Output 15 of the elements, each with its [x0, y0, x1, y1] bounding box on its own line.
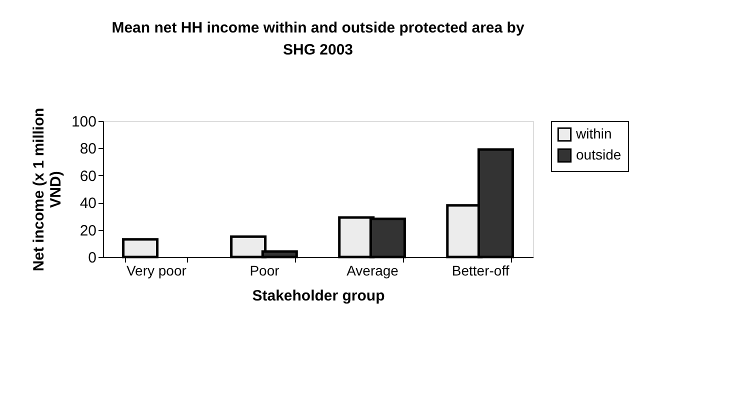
x-tick-label: Poor: [250, 262, 280, 278]
x-tick-label: Average: [346, 262, 399, 278]
y-tick-label: 0: [88, 250, 96, 266]
y-tick-label: 80: [80, 140, 96, 158]
legend-label: outside: [576, 146, 622, 162]
y-tick-label: 100: [71, 114, 96, 130]
x-tick-label: Better-off: [452, 262, 510, 278]
chart-title: Mean net HH income within and outside protected area by SHG 2003: [112, 19, 525, 58]
legend-label: within: [575, 126, 612, 142]
x-axis-title: Stakeholder group: [252, 288, 385, 304]
x-tick-label: Very poor: [126, 262, 187, 278]
y-tick-label: 60: [80, 168, 96, 185]
y-tick-label: 20: [80, 222, 96, 240]
y-axis-title: Net income (x 1 million VND): [30, 108, 64, 272]
y-tick-label: 40: [80, 195, 96, 212]
